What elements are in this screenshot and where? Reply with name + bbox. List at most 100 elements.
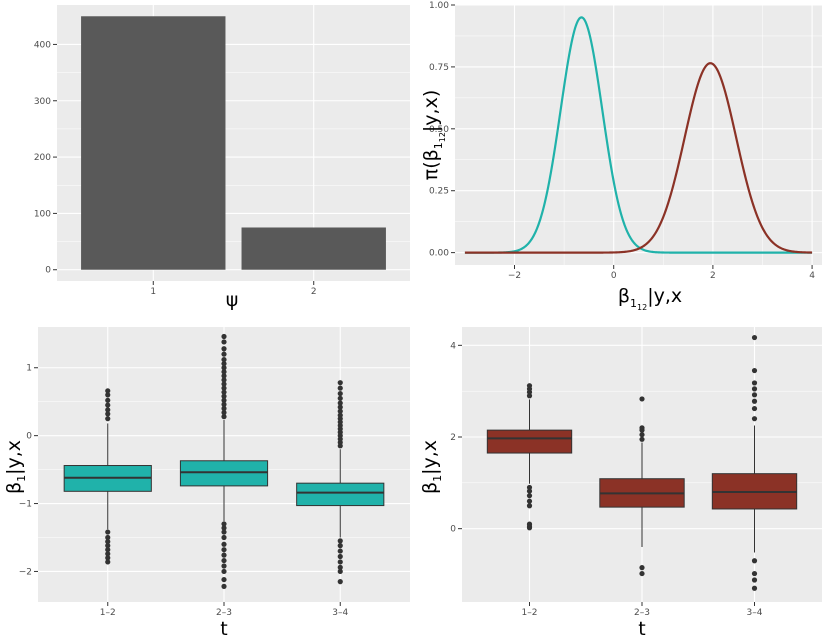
box-red-outlier-point <box>751 577 758 583</box>
density-line-red <box>464 62 813 254</box>
box-red-outlier-point <box>751 367 758 374</box>
bar-y-tick-label: 200 <box>34 153 51 163</box>
box-teal-axes: −2 −1 0 1 1–2 2–3 3–4 <box>19 364 349 618</box>
box-teal-outlier-point <box>105 547 111 553</box>
box-teal-outlier-point <box>105 529 111 535</box>
box-red-y-tick-label: 0 <box>450 525 456 535</box>
bar-y-tick-label: 0 <box>45 266 51 276</box>
density-x-title-sub: 1 <box>630 297 637 310</box>
box-teal-outlier-point <box>337 559 343 565</box>
box-teal-outlier-point <box>221 356 227 363</box>
box-teal-outlier-point <box>221 365 227 371</box>
box-red-y-title-rest: |y,x <box>419 440 441 475</box>
box-teal-outlier-point <box>221 557 227 564</box>
density-y-axis-title: π(β112|y,x) <box>420 90 447 181</box>
box-teal-outlier-point <box>221 552 227 558</box>
box-teal-outlier-point <box>221 397 227 403</box>
density-y-tick-label: 0.25 <box>429 187 449 197</box>
density-y-tick-label: 0.75 <box>429 63 449 73</box>
bar-axes: 0 100 200 300 400 1 2 <box>34 40 317 297</box>
density-x-tick-label: 4 <box>809 271 815 281</box>
box-teal-outlier-point <box>105 555 111 561</box>
box-teal-outlier-point <box>105 407 111 413</box>
box-teal-outlier-point <box>337 564 343 570</box>
box-teal-outlier-point <box>221 576 227 583</box>
box-red-outlier-point <box>751 386 758 392</box>
box-teal-outlier-point <box>105 538 111 545</box>
box-teal-x-tick-label: 1–2 <box>100 608 116 618</box>
box-red-marks <box>486 334 798 591</box>
box-red-outlier-point <box>751 380 758 386</box>
box-teal-outlier-point <box>221 541 227 547</box>
box-teal-outlier-point <box>105 416 111 422</box>
box-teal-outlier-point <box>221 351 227 357</box>
box-teal-y-tick-label: −2 <box>19 567 32 577</box>
bar-y-tick-label: 400 <box>34 40 51 50</box>
bar-y-tick-label: 100 <box>34 209 51 219</box>
box-teal-outlier-point <box>221 525 227 531</box>
box-teal-outlier-point <box>221 401 227 408</box>
box-red-outlier-point <box>639 396 645 402</box>
box-red-outlier-point <box>526 525 533 531</box>
box-teal-box-2–3 <box>179 333 269 589</box>
density-y-title-sub: 1 <box>432 142 445 149</box>
box-teal-outlier-point <box>337 543 343 549</box>
box-teal-outlier-point <box>337 568 343 575</box>
density-x-axis-title: β112|y,x <box>618 285 682 312</box>
box-red-outlier-point <box>526 503 533 509</box>
box-teal-outlier-point <box>337 412 343 418</box>
box-red-y-tick-label: 4 <box>450 341 456 351</box>
box-teal-y-tick-label: 0 <box>26 432 32 442</box>
box-teal-outlier-point <box>105 559 111 565</box>
bar-marks <box>81 16 386 270</box>
box-teal-outlier-point <box>105 411 111 417</box>
box-red-outlier-point <box>639 436 645 442</box>
box-teal-y-axis-title: β1|y,x <box>3 440 28 494</box>
box-teal-outlier-point <box>221 385 227 391</box>
box-red-outlier-point <box>526 493 533 499</box>
box-red-y-title-main: β <box>419 482 441 494</box>
density-panel: 0.000.250.500.751.00−2 0 2 4 β112|y,x π(β11… <box>420 1 822 312</box>
box-teal-box-3–4 <box>296 380 385 585</box>
box-teal-x-axis-title: t <box>220 618 227 640</box>
box-red-outlier-point <box>526 383 533 389</box>
box-teal-iqr-box <box>296 482 385 507</box>
box-teal-outlier-point <box>221 563 227 569</box>
box-red-outlier-point <box>751 558 758 564</box>
box-red-y-tick-label: 2 <box>450 433 456 443</box>
box-teal-outlier-point <box>221 381 227 387</box>
density-x-tick-label: 0 <box>611 271 617 281</box>
box-teal-outlier-point <box>337 553 343 560</box>
box-teal-outlier-point <box>221 521 227 527</box>
box-teal-y-tick-label: −1 <box>19 500 32 510</box>
box-teal-outlier-point <box>221 373 227 379</box>
density-y-title-main: π(β <box>420 149 442 180</box>
box-red-outlier-point <box>751 416 758 422</box>
density-y-title-rest: |y,x) <box>420 90 442 132</box>
box-red-outlier-point <box>751 405 758 412</box>
box-teal-marks <box>63 333 385 589</box>
box-teal-outlier-point <box>221 369 227 375</box>
density-lines <box>464 16 813 254</box>
density-x-title-main: β <box>618 285 630 307</box>
box-red-box-3–4 <box>711 334 798 591</box>
box-teal-outlier-point <box>337 390 343 397</box>
density-y-tick-label: 1.00 <box>429 1 449 11</box>
box-red-outlier-point <box>751 392 758 398</box>
box-teal-outlier-point <box>337 400 343 406</box>
box-teal-box-1–2 <box>63 388 152 565</box>
box-red-outlier-point <box>526 488 533 494</box>
box-teal-outlier-point <box>221 361 227 367</box>
box-teal-outlier-point <box>105 534 111 541</box>
bar-x-tick-label: 1 <box>150 287 156 297</box>
box-teal-outlier-point <box>337 579 343 585</box>
bar-2 <box>241 227 386 270</box>
density-x-tick-label: −2 <box>508 271 521 281</box>
bar-1 <box>81 16 226 270</box>
box-teal-outlier-point <box>337 548 343 554</box>
box-teal-outlier-point <box>105 392 111 398</box>
box-teal-outlier-point <box>221 409 227 416</box>
box-teal-outlier-point <box>221 414 227 420</box>
bar-y-tick-label: 300 <box>34 97 51 107</box>
